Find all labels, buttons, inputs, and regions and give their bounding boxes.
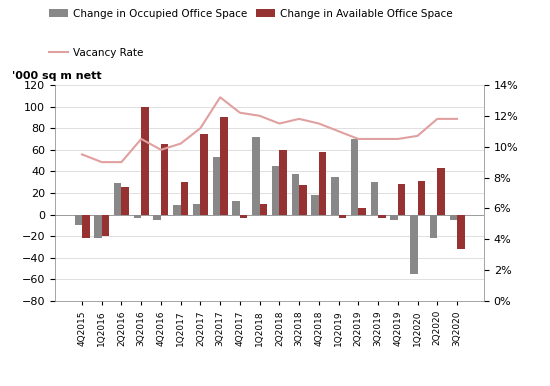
Vacancy Rate [158, 147, 164, 152]
Vacancy Rate [79, 152, 85, 157]
Vacancy Rate [138, 137, 145, 141]
Vacancy Rate [454, 117, 460, 121]
Line: Vacancy Rate: Vacancy Rate [82, 97, 457, 162]
Bar [279, 150, 287, 215]
Vacancy Rate [98, 160, 105, 164]
Bar [173, 205, 181, 215]
Bar [292, 174, 299, 215]
Bar [240, 215, 248, 218]
Bar [153, 215, 161, 220]
Legend: Vacancy Rate: Vacancy Rate [49, 47, 144, 58]
Bar [299, 185, 306, 215]
Bar [82, 215, 90, 239]
Text: '000 sq m nett: '000 sq m nett [12, 71, 102, 81]
Bar [94, 215, 102, 239]
Bar [311, 195, 319, 215]
Bar [319, 152, 326, 215]
Bar [398, 185, 405, 215]
Vacancy Rate [296, 117, 303, 121]
Bar [252, 137, 260, 215]
Bar [220, 117, 228, 215]
Vacancy Rate [394, 137, 401, 141]
Bar [417, 181, 425, 215]
Vacancy Rate [256, 113, 263, 118]
Bar [102, 215, 109, 236]
Bar [378, 215, 386, 218]
Bar [358, 208, 366, 215]
Bar [260, 204, 267, 215]
Bar [457, 215, 465, 249]
Vacancy Rate [316, 121, 322, 126]
Vacancy Rate [336, 129, 342, 134]
Bar [193, 204, 200, 215]
Bar [390, 215, 398, 220]
Bar [141, 107, 148, 215]
Bar [114, 183, 122, 215]
Bar [449, 215, 457, 220]
Bar [200, 134, 208, 215]
Bar [181, 182, 188, 215]
Vacancy Rate [414, 134, 421, 138]
Bar [339, 215, 346, 218]
Vacancy Rate [375, 137, 381, 141]
Vacancy Rate [355, 137, 361, 141]
Vacancy Rate [178, 141, 184, 146]
Bar [122, 186, 129, 215]
Bar [272, 166, 279, 215]
Bar [233, 201, 240, 215]
Bar [134, 215, 141, 218]
Bar [213, 157, 220, 215]
Vacancy Rate [197, 126, 204, 130]
Bar [161, 144, 168, 215]
Bar [437, 168, 445, 215]
Vacancy Rate [217, 95, 223, 100]
Vacancy Rate [276, 121, 283, 126]
Vacancy Rate [236, 110, 243, 115]
Vacancy Rate [434, 117, 441, 121]
Bar [351, 139, 358, 215]
Vacancy Rate [118, 160, 125, 164]
Bar [430, 215, 437, 239]
Bar [74, 215, 82, 225]
Bar [331, 177, 339, 215]
Legend: Change in Occupied Office Space, Change in Available Office Space: Change in Occupied Office Space, Change … [49, 9, 452, 19]
Bar [371, 182, 378, 215]
Bar [410, 215, 417, 274]
